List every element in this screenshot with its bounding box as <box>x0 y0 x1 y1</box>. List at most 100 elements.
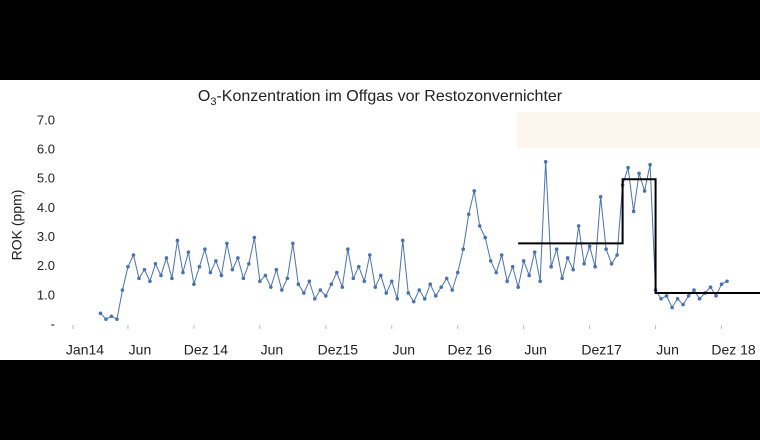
data-point <box>664 294 669 298</box>
y-tick-label: 6.0 <box>37 142 55 157</box>
data-point <box>335 270 339 275</box>
y-tick-label: 2.0 <box>37 258 55 273</box>
x-tick-label: Jun <box>524 342 547 358</box>
data-point <box>164 256 169 260</box>
y-tick-label: 4.0 <box>37 200 55 215</box>
data-point <box>285 276 290 281</box>
title-part: O <box>198 88 210 105</box>
data-point <box>291 241 295 246</box>
bottom-band <box>0 360 760 440</box>
data-point <box>263 273 268 278</box>
data-point <box>461 247 466 252</box>
data-point <box>192 282 196 287</box>
data-point <box>181 270 185 275</box>
data-point <box>274 267 279 272</box>
data-point <box>340 285 345 289</box>
data-point <box>346 247 350 252</box>
data-point <box>98 311 103 316</box>
data-point <box>367 253 372 257</box>
data-point <box>142 267 147 272</box>
data-point <box>428 282 433 287</box>
data-point <box>104 317 108 321</box>
y-tick-label: - <box>51 316 55 331</box>
data-point <box>527 273 531 278</box>
data-point <box>593 264 597 269</box>
data-point <box>219 273 224 278</box>
data-point <box>356 264 361 269</box>
y-tick-label: 7.0 <box>37 112 55 127</box>
data-point <box>137 276 141 281</box>
data-point <box>417 288 422 292</box>
data-point <box>373 285 378 289</box>
data-point <box>109 314 114 319</box>
data-point <box>247 262 251 266</box>
y-axis-label: ROK (ppm) <box>9 190 25 261</box>
x-tick-label: Dez 18 <box>711 342 756 358</box>
data-point <box>241 276 246 281</box>
data-point <box>560 276 564 281</box>
x-tick-label: Jun <box>129 342 152 358</box>
data-point <box>115 317 119 321</box>
data-point <box>659 296 663 301</box>
data-point <box>686 294 691 298</box>
data-point <box>604 247 608 252</box>
title-part: -Konzentration im Offgas vor Restozonver… <box>216 88 562 105</box>
x-tick-label: Jan14 <box>66 342 104 358</box>
data-point <box>269 285 273 289</box>
data-point <box>444 276 449 281</box>
series-line <box>518 178 760 294</box>
y-tick-label: 5.0 <box>37 171 55 186</box>
data-point <box>324 294 328 298</box>
data-point <box>538 279 542 284</box>
data-point <box>236 256 240 260</box>
data-point <box>126 264 130 269</box>
data-point <box>521 259 526 263</box>
data-point <box>466 212 471 217</box>
data-point <box>148 279 152 284</box>
data-point <box>302 291 306 295</box>
data-point <box>450 288 455 292</box>
data-point <box>543 160 548 164</box>
data-point <box>378 273 383 278</box>
data-point <box>433 294 438 298</box>
chart-title: O3-Konzentration im Offgas vor Restozonv… <box>198 88 563 108</box>
x-tick-label: Jun <box>392 342 415 358</box>
data-point <box>159 273 163 278</box>
data-point <box>488 259 493 263</box>
data-point <box>648 162 652 167</box>
x-tick-label: Dez 14 <box>184 342 229 358</box>
data-point <box>675 296 680 301</box>
data-point <box>549 264 553 269</box>
x-tick-label: Dez17 <box>581 342 622 358</box>
data-point <box>692 288 696 292</box>
data-point <box>670 305 674 310</box>
data-point <box>494 270 498 275</box>
data-point <box>626 165 630 170</box>
data-point <box>587 244 592 249</box>
data-point <box>477 224 482 228</box>
data-point <box>252 235 257 240</box>
data-point <box>598 194 603 199</box>
data-point <box>384 291 389 295</box>
data-point <box>406 291 411 295</box>
data-point <box>131 253 136 257</box>
data-point <box>258 279 262 284</box>
data-point <box>395 296 400 301</box>
y-tick-label: 3.0 <box>37 229 55 244</box>
data-point <box>642 189 647 193</box>
data-point <box>576 224 581 228</box>
top-band <box>0 0 760 80</box>
data-point <box>411 299 416 304</box>
data-point <box>510 264 515 269</box>
data-point <box>681 302 685 307</box>
data-point <box>175 238 180 243</box>
data-point <box>499 253 504 257</box>
data-point <box>714 294 718 298</box>
data-point <box>422 296 427 301</box>
data-point <box>532 250 537 254</box>
data-point <box>472 189 477 193</box>
data-point <box>582 262 586 266</box>
title-subscript: 3 <box>210 96 216 108</box>
data-point <box>637 171 641 176</box>
